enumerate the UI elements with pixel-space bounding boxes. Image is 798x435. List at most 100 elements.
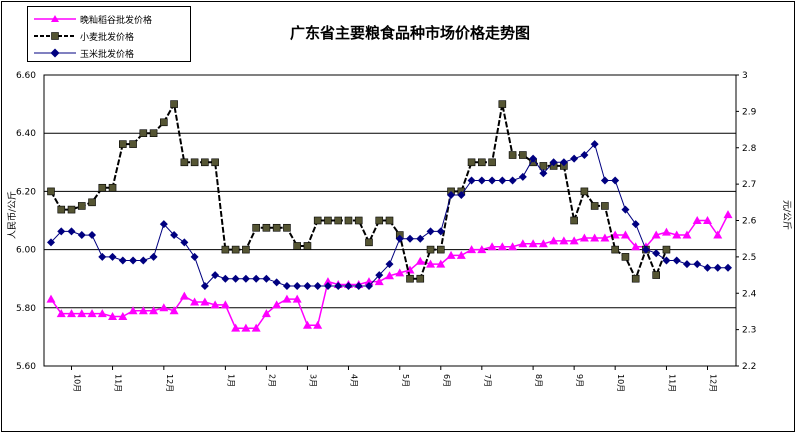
data-point-corn <box>703 263 712 272</box>
y-left-tick-label: 6.60 <box>16 71 36 81</box>
x-tick-label: 8月 <box>534 374 543 387</box>
x-tick-label: 9月 <box>575 374 584 387</box>
data-point-corn <box>682 260 691 269</box>
data-point-corn <box>67 227 76 236</box>
legend-swatch-rice <box>34 15 76 22</box>
data-point-rice <box>702 216 712 224</box>
y-right-tick-label: 2.3 <box>742 326 756 336</box>
data-point-rice <box>467 245 477 254</box>
data-point-corn <box>149 252 158 261</box>
data-point-wheat <box>580 187 589 196</box>
data-point-corn <box>57 227 66 236</box>
data-point-wheat <box>88 198 96 207</box>
data-point-corn <box>621 205 630 214</box>
data-point-rice <box>97 309 107 318</box>
data-point-corn <box>262 274 271 283</box>
data-point-corn <box>570 154 579 163</box>
data-point-corn <box>108 252 117 261</box>
data-point-wheat <box>621 253 630 261</box>
data-point-corn <box>467 176 476 185</box>
data-point-wheat <box>652 271 660 279</box>
legend-label-rice: 晚籼稻谷批发价格 <box>80 16 153 26</box>
data-point-wheat <box>47 187 55 196</box>
data-point-corn <box>611 176 620 185</box>
data-point-wheat <box>221 245 230 254</box>
data-point-corn <box>364 281 373 290</box>
data-point-rice <box>682 230 692 239</box>
legend-label-corn: 玉米批发价格 <box>80 50 135 60</box>
data-point-rice <box>302 320 312 329</box>
data-point-rice <box>272 300 282 309</box>
data-point-rice <box>426 259 436 268</box>
data-point-wheat <box>139 129 148 137</box>
data-point-rice <box>138 306 148 315</box>
data-point-corn <box>508 176 517 185</box>
data-point-wheat <box>508 151 517 159</box>
data-point-corn <box>457 191 466 200</box>
data-point-corn <box>488 176 497 185</box>
x-tick-label: 7月 <box>483 374 492 387</box>
x-tick-label: 3月 <box>308 374 317 387</box>
y-right-tick-label: 2.2 <box>742 362 756 372</box>
data-point-rice <box>528 239 538 248</box>
data-point-wheat <box>344 216 353 225</box>
data-point-wheat <box>590 202 599 210</box>
data-point-corn <box>334 281 343 290</box>
data-point-wheat <box>539 162 548 170</box>
data-point-wheat <box>488 158 496 167</box>
data-point-rice <box>723 210 733 219</box>
x-tick-label: 12月 <box>708 374 717 392</box>
data-point-corn <box>293 281 302 290</box>
data-point-rice <box>518 239 528 248</box>
x-tick-label: 5月 <box>401 374 410 387</box>
data-point-rice <box>620 230 630 239</box>
data-point-wheat <box>77 202 86 210</box>
data-point-corn <box>282 281 291 290</box>
data-point-rice <box>559 236 569 245</box>
data-point-corn <box>426 227 435 236</box>
data-point-corn <box>724 263 732 272</box>
y-left-tick-label: 6.00 <box>16 246 36 256</box>
data-point-rice <box>692 216 702 224</box>
data-point-rice <box>292 294 302 303</box>
y-right-tick-label: 2.9 <box>742 107 757 117</box>
data-point-corn <box>375 271 384 280</box>
data-point-wheat <box>416 274 425 283</box>
data-point-rice <box>261 309 271 318</box>
legend: 晚籼稻谷批发价格 小麦批发价格 玉米批发价格 <box>27 6 191 62</box>
data-point-rice <box>405 265 415 274</box>
data-point-wheat <box>662 245 671 254</box>
x-tick-label: 12月 <box>165 374 174 392</box>
data-point-wheat <box>385 216 394 225</box>
data-point-wheat <box>242 245 250 254</box>
data-point-wheat <box>611 245 619 254</box>
data-point-corn <box>77 231 86 240</box>
data-point-corn <box>580 151 589 160</box>
data-point-corn <box>447 191 456 200</box>
data-point-corn <box>641 245 650 254</box>
data-point-wheat <box>119 140 127 148</box>
data-point-wheat <box>98 183 107 192</box>
data-point-corn <box>559 158 568 167</box>
data-point-wheat <box>303 242 312 250</box>
data-point-wheat <box>570 216 578 225</box>
data-point-corn <box>672 256 681 265</box>
data-point-rice <box>631 242 641 251</box>
data-point-rice <box>67 309 77 318</box>
data-point-corn <box>344 281 353 290</box>
data-point-corn <box>354 281 363 290</box>
data-point-corn <box>170 231 179 240</box>
data-point-rice <box>538 239 548 248</box>
data-point-rice <box>395 268 405 277</box>
chart-title: 广东省主要粮食品种市场价格走势图 <box>289 24 530 42</box>
data-point-rice <box>508 242 518 251</box>
data-point-rice <box>231 323 241 332</box>
data-point-wheat <box>67 205 76 214</box>
data-point-wheat <box>375 216 384 225</box>
data-point-rice <box>446 250 456 259</box>
data-point-rice <box>128 306 138 315</box>
data-point-corn <box>252 274 261 283</box>
data-point-rice <box>108 312 118 321</box>
y-right-tick-label: 2.4 <box>742 289 757 299</box>
data-point-rice <box>661 227 671 236</box>
